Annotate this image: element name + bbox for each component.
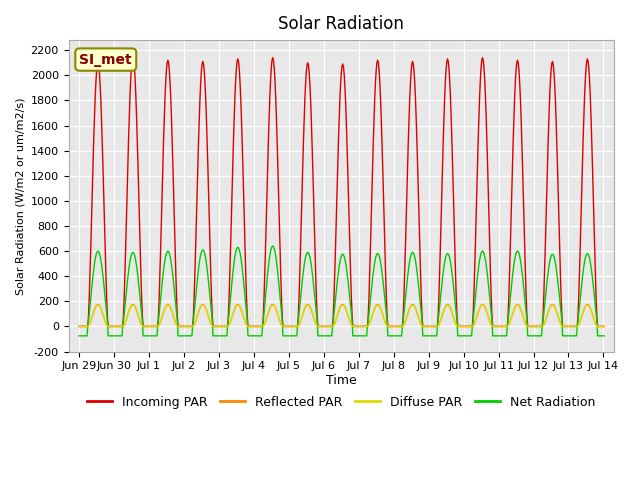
Net Radiation (596, 333, 604, 339)
Net Radiation (269, 243, 276, 249)
Net Radiation (532, 333, 540, 339)
Incoming PAR (474, 164, 481, 169)
Reflected PAR (303, 302, 311, 308)
Legend: Incoming PAR, Reflected PAR, Diffuse PAR, Net Radiation: Incoming PAR, Reflected PAR, Diffuse PAR… (82, 391, 600, 414)
Diffuse PAR (212, 324, 220, 329)
Incoming PAR (303, 62, 311, 68)
Incoming PAR (129, 54, 137, 60)
Net Radiation (211, 333, 219, 339)
Reflected PAR (596, 324, 604, 329)
Y-axis label: Solar Radiation (W/m2 or um/m2/s): Solar Radiation (W/m2 or um/m2/s) (15, 97, 25, 295)
Diffuse PAR (94, 302, 102, 308)
Line: Net Radiation: Net Radiation (79, 246, 604, 336)
Diffuse PAR (474, 312, 481, 318)
Diffuse PAR (189, 323, 197, 329)
Reflected PAR (75, 324, 83, 329)
Incoming PAR (212, 324, 220, 329)
Line: Reflected PAR: Reflected PAR (79, 304, 604, 326)
Incoming PAR (75, 324, 83, 329)
Text: SI_met: SI_met (79, 53, 132, 67)
Reflected PAR (532, 324, 540, 329)
Net Radiation (600, 333, 608, 339)
X-axis label: Time: Time (326, 374, 356, 387)
Reflected PAR (189, 323, 197, 329)
Diffuse PAR (303, 302, 311, 308)
Reflected PAR (94, 301, 102, 307)
Diffuse PAR (532, 324, 540, 329)
Net Radiation (75, 333, 83, 339)
Net Radiation (189, 324, 196, 329)
Diffuse PAR (75, 324, 83, 329)
Net Radiation (303, 250, 311, 256)
Line: Diffuse PAR: Diffuse PAR (79, 305, 604, 326)
Diffuse PAR (600, 324, 608, 329)
Diffuse PAR (596, 324, 604, 329)
Incoming PAR (532, 324, 540, 329)
Net Radiation (474, 274, 481, 279)
Incoming PAR (600, 324, 608, 329)
Reflected PAR (600, 324, 608, 329)
Title: Solar Radiation: Solar Radiation (278, 15, 404, 33)
Incoming PAR (189, 313, 197, 319)
Incoming PAR (596, 324, 604, 329)
Reflected PAR (474, 312, 481, 317)
Reflected PAR (212, 324, 220, 329)
Line: Incoming PAR: Incoming PAR (79, 57, 604, 326)
